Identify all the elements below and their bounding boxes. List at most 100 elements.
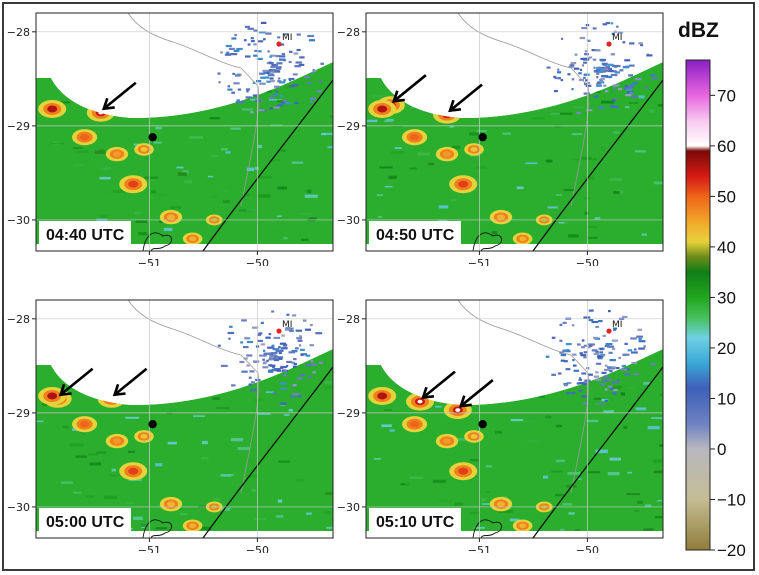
echo-texture <box>432 479 446 483</box>
colorbar-tick-label: 0 <box>717 440 726 459</box>
light-echo <box>271 64 276 67</box>
light-echo <box>312 371 316 374</box>
light-echo <box>254 49 258 52</box>
light-echo <box>283 79 286 82</box>
light-echo <box>581 346 585 349</box>
echo-texture <box>661 400 663 403</box>
light-echo <box>608 351 611 354</box>
echo-texture <box>379 166 393 169</box>
storm-core <box>47 105 58 113</box>
y-tick-label: −30 <box>7 214 30 227</box>
light-echo <box>305 363 313 367</box>
echo-texture <box>603 410 614 413</box>
light-echo <box>611 105 619 109</box>
storm-core <box>410 421 420 428</box>
light-echo <box>243 346 249 349</box>
light-echo <box>596 76 599 79</box>
light-echo <box>572 353 577 356</box>
light-echo <box>253 54 258 57</box>
light-echo <box>595 371 599 374</box>
echo-texture <box>594 402 599 406</box>
light-echo <box>289 79 292 82</box>
reference-point <box>478 132 487 142</box>
echo-texture <box>270 159 281 162</box>
echo-texture <box>625 106 630 109</box>
light-echo <box>304 328 311 331</box>
echo-texture <box>495 431 503 434</box>
light-echo <box>318 361 324 364</box>
echo-texture <box>257 144 263 149</box>
light-echo <box>257 333 262 337</box>
arrow-head <box>112 383 126 397</box>
light-echo <box>299 344 302 347</box>
light-echo <box>610 22 614 25</box>
light-echo <box>572 359 575 362</box>
radar-panel: −51 −50 −28 −29 −30 MI 05:10 UTC <box>333 293 668 553</box>
light-echo <box>587 346 591 349</box>
echo-texture <box>568 512 575 515</box>
light-echo <box>585 84 592 87</box>
light-echo <box>249 370 255 373</box>
reflectivity-field <box>366 62 663 244</box>
light-echo <box>622 315 628 318</box>
echo-texture <box>409 167 417 170</box>
light-echo <box>236 47 243 51</box>
light-echo <box>269 107 273 110</box>
light-echo <box>631 95 638 98</box>
echo-texture <box>584 211 589 215</box>
storm-core <box>470 146 478 152</box>
light-echo <box>596 72 600 75</box>
light-echo <box>582 402 589 405</box>
echo-texture <box>167 441 177 445</box>
echo-texture <box>184 180 193 184</box>
light-echo <box>588 373 593 376</box>
light-echo <box>612 347 616 350</box>
light-echo <box>562 321 567 324</box>
light-echo <box>246 364 250 367</box>
storm-core <box>519 236 527 242</box>
colorbar-title: dBZ <box>678 19 719 42</box>
arrow-shaft <box>422 370 456 399</box>
light-echo <box>277 80 280 83</box>
echo-texture <box>555 493 566 497</box>
echo-texture <box>202 440 208 445</box>
echo-texture <box>451 145 461 150</box>
light-echo <box>611 32 615 35</box>
light-echo <box>586 109 593 112</box>
light-echo <box>557 372 562 375</box>
light-echo <box>300 374 306 377</box>
light-echo <box>613 327 617 330</box>
echo-texture <box>298 212 313 215</box>
light-echo <box>283 374 287 377</box>
echo-texture <box>111 468 116 472</box>
light-echo <box>235 74 241 77</box>
light-echo <box>262 69 270 72</box>
echo-texture <box>576 478 582 480</box>
light-echo <box>626 88 633 91</box>
echo-texture <box>50 142 65 145</box>
light-echo <box>248 383 252 386</box>
light-echo <box>217 344 221 347</box>
echo-texture <box>182 170 189 174</box>
light-echo <box>600 78 605 81</box>
arrow-shaft <box>449 83 483 112</box>
echo-texture <box>388 175 397 179</box>
radar-panel: −51 −50 −28 −29 −30 MI 04:50 UTC <box>333 6 668 266</box>
echo-texture <box>291 161 304 164</box>
light-echo <box>560 359 565 362</box>
light-echo <box>286 365 289 368</box>
light-echo <box>276 66 282 69</box>
radar-panel: −51 −50 −28 −29 −30 MI 04:40 UTC <box>3 6 338 266</box>
echo-texture <box>661 225 663 229</box>
light-echo <box>268 369 274 372</box>
light-echo <box>271 310 275 313</box>
coastline <box>532 79 664 252</box>
light-echo <box>243 357 248 360</box>
echo-texture <box>230 437 244 442</box>
echo-texture <box>331 137 333 141</box>
reference-point <box>148 132 157 142</box>
light-echo <box>279 55 286 58</box>
light-echo <box>597 354 601 357</box>
light-echo <box>571 88 574 91</box>
light-echo <box>231 37 237 40</box>
